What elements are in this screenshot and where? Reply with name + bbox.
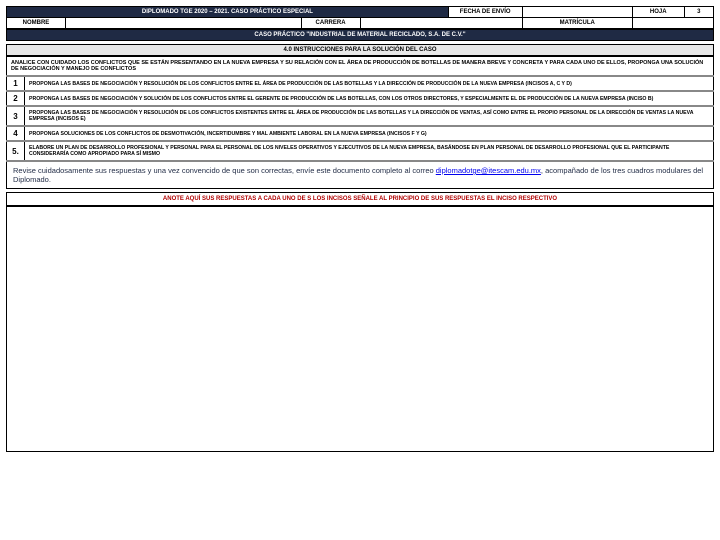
task-text: PROPONGA LAS BASES DE NEGOCIACIÓN Y SOLU… bbox=[25, 91, 714, 106]
task-row: 2 PROPONGA LAS BASES DE NEGOCIACIÓN Y SO… bbox=[7, 91, 714, 106]
doc-title: DIPLOMADO TGE 2020 – 2021. CASO PRÁCTICO… bbox=[7, 7, 449, 18]
carrera-value[interactable] bbox=[360, 18, 522, 29]
answer-area-table bbox=[6, 206, 714, 452]
section-title: 4.0 INSTRUCCIONES PARA LA SOLUCIÓN DEL C… bbox=[7, 45, 714, 56]
task-row: 5. ELABORE UN PLAN DE DESARROLLO PROFESI… bbox=[7, 141, 714, 161]
nombre-value[interactable] bbox=[65, 18, 301, 29]
hoja-label: HOJA bbox=[632, 7, 684, 18]
tasks-table: ANALICE CON CUIDADO LOS CONFLICTOS QUE S… bbox=[6, 56, 714, 189]
matricula-label: MATRÍCULA bbox=[522, 18, 632, 29]
task-text: ELABORE UN PLAN DE DESARROLLO PROFESIONA… bbox=[25, 141, 714, 161]
task-num: 2 bbox=[7, 91, 25, 106]
task-row: 3 PROPONGA LAS BASES DE NEGOCIACIÓN Y RE… bbox=[7, 106, 714, 126]
case-title: CASO PRÁCTICO "INDUSTRIAL DE MATERIAL RE… bbox=[7, 30, 714, 41]
task-text: PROPONGA LAS BASES DE NEGOCIACIÓN Y RESO… bbox=[25, 76, 714, 91]
carrera-label: CARRERA bbox=[301, 18, 360, 29]
hoja-value: 3 bbox=[684, 7, 713, 18]
answer-area[interactable] bbox=[7, 207, 714, 452]
fecha-value[interactable] bbox=[522, 7, 632, 18]
task-num: 4 bbox=[7, 126, 25, 141]
fecha-label: FECHA DE ENVÍO bbox=[448, 7, 522, 18]
task-num: 1 bbox=[7, 76, 25, 91]
notice-pre: Revise cuidadosamente sus respuestas y u… bbox=[13, 166, 436, 175]
task-num: 5. bbox=[7, 141, 25, 161]
task-num: 3 bbox=[7, 106, 25, 126]
intro-text: ANALICE CON CUIDADO LOS CONFLICTOS QUE S… bbox=[7, 57, 714, 77]
task-text: PROPONGA SOLUCIONES DE LOS CONFLICTOS DE… bbox=[25, 126, 714, 141]
notice-row: Revise cuidadosamente sus respuestas y u… bbox=[7, 161, 714, 189]
section-table: 4.0 INSTRUCCIONES PARA LA SOLUCIÓN DEL C… bbox=[6, 44, 714, 56]
header-table: DIPLOMADO TGE 2020 – 2021. CASO PRÁCTICO… bbox=[6, 6, 714, 29]
nombre-label: NOMBRE bbox=[7, 18, 66, 29]
notice-email-link[interactable]: diplomadotge@itescam.edu.mx bbox=[436, 166, 541, 175]
task-row: 4 PROPONGA SOLUCIONES DE LOS CONFLICTOS … bbox=[7, 126, 714, 141]
case-title-table: CASO PRÁCTICO "INDUSTRIAL DE MATERIAL RE… bbox=[6, 29, 714, 41]
task-text: PROPONGA LAS BASES DE NEGOCIACIÓN Y RESO… bbox=[25, 106, 714, 126]
answer-header-table: ANOTE AQUÍ SUS RESPUESTAS A CADA UNO DE … bbox=[6, 192, 714, 206]
task-row: 1 PROPONGA LAS BASES DE NEGOCIACIÓN Y RE… bbox=[7, 76, 714, 91]
matricula-value[interactable] bbox=[632, 18, 713, 29]
answer-header: ANOTE AQUÍ SUS RESPUESTAS A CADA UNO DE … bbox=[7, 193, 714, 206]
